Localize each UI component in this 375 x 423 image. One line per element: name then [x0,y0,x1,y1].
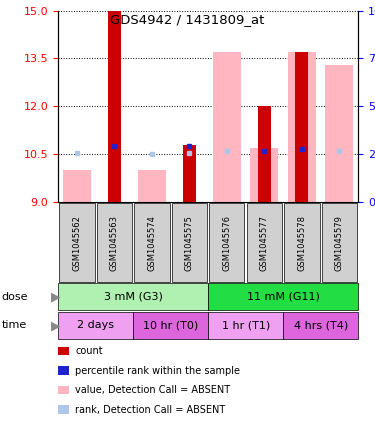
Bar [63,170,91,202]
Text: 11 mM (G11): 11 mM (G11) [247,292,320,302]
Text: ▶: ▶ [51,319,61,332]
Bar [258,107,271,202]
Text: value, Detection Call = ABSENT: value, Detection Call = ABSENT [75,385,230,395]
Text: rank, Detection Call = ABSENT: rank, Detection Call = ABSENT [75,405,225,415]
Text: GDS4942 / 1431809_at: GDS4942 / 1431809_at [110,13,265,26]
Text: 10 hr (T0): 10 hr (T0) [143,321,198,330]
Text: dose: dose [2,292,28,302]
Text: 4 hrs (T4): 4 hrs (T4) [294,321,348,330]
Text: count: count [75,346,103,356]
Bar [251,148,278,202]
Text: GSM1045562: GSM1045562 [72,214,81,271]
Text: GSM1045579: GSM1045579 [335,214,344,271]
Bar [213,52,241,202]
Text: 2 days: 2 days [77,321,114,330]
Bar [325,65,353,202]
Bar [296,52,308,202]
Bar [138,170,166,202]
Bar [183,145,196,202]
Text: GSM1045576: GSM1045576 [222,214,231,271]
Bar [108,11,121,202]
Text: GSM1045563: GSM1045563 [110,214,119,271]
Text: time: time [2,321,27,330]
Text: GSM1045577: GSM1045577 [260,214,269,271]
Text: GSM1045578: GSM1045578 [297,214,306,271]
Text: ▶: ▶ [51,290,61,303]
Text: 3 mM (G3): 3 mM (G3) [104,292,163,302]
Text: 1 hr (T1): 1 hr (T1) [222,321,270,330]
Text: percentile rank within the sample: percentile rank within the sample [75,365,240,376]
Text: GSM1045574: GSM1045574 [147,214,156,271]
Text: GSM1045575: GSM1045575 [185,214,194,271]
Bar [288,52,316,202]
